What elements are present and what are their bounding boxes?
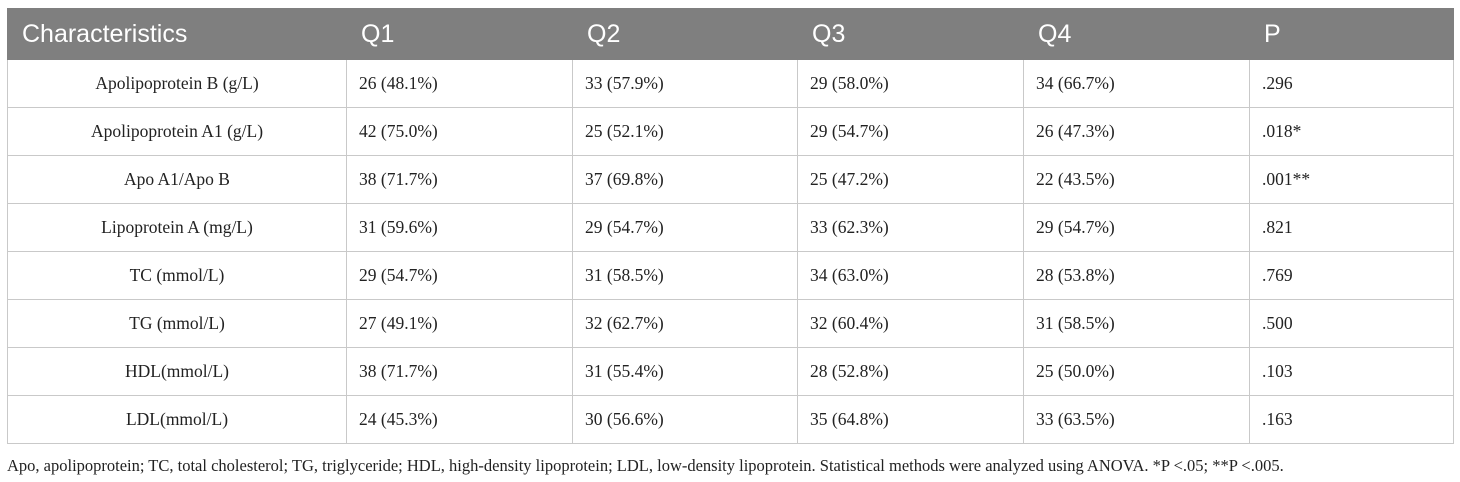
cell-q2: 37 (69.8%) xyxy=(572,155,798,204)
table-row: TG (mmol/L) 27 (49.1%) 32 (62.7%) 32 (60… xyxy=(7,299,1454,348)
cell-q3: 29 (58.0%) xyxy=(797,59,1024,108)
row-label: Apo A1/Apo B xyxy=(7,155,347,204)
table-row: LDL(mmol/L) 24 (45.3%) 30 (56.6%) 35 (64… xyxy=(7,395,1454,444)
row-label: TG (mmol/L) xyxy=(7,299,347,348)
table-row: Apolipoprotein A1 (g/L) 42 (75.0%) 25 (5… xyxy=(7,107,1454,156)
data-table-container: Characteristics Q1 Q2 Q3 Q4 P Apolipopro… xyxy=(7,8,1454,444)
cell-q3: 32 (60.4%) xyxy=(797,299,1024,348)
table-header: Characteristics Q1 Q2 Q3 Q4 P xyxy=(7,8,1454,60)
row-label: Apolipoprotein B (g/L) xyxy=(7,59,347,108)
cell-p: .018* xyxy=(1249,107,1454,156)
cell-q2: 25 (52.1%) xyxy=(572,107,798,156)
row-label: Apolipoprotein A1 (g/L) xyxy=(7,107,347,156)
table-row: Lipoprotein A (mg/L) 31 (59.6%) 29 (54.7… xyxy=(7,203,1454,252)
cell-q2: 31 (58.5%) xyxy=(572,251,798,300)
cell-q1: 38 (71.7%) xyxy=(346,347,573,396)
cell-q4: 33 (63.5%) xyxy=(1023,395,1250,444)
cell-q3: 25 (47.2%) xyxy=(797,155,1024,204)
cell-q1: 27 (49.1%) xyxy=(346,299,573,348)
cell-q4: 26 (47.3%) xyxy=(1023,107,1250,156)
cell-q2: 33 (57.9%) xyxy=(572,59,798,108)
cell-p: .769 xyxy=(1249,251,1454,300)
table-row: TC (mmol/L) 29 (54.7%) 31 (58.5%) 34 (63… xyxy=(7,251,1454,300)
cell-q3: 34 (63.0%) xyxy=(797,251,1024,300)
cell-q4: 22 (43.5%) xyxy=(1023,155,1250,204)
table-body: Apolipoprotein B (g/L) 26 (48.1%) 33 (57… xyxy=(7,59,1454,444)
data-table: Characteristics Q1 Q2 Q3 Q4 P Apolipopro… xyxy=(7,8,1454,444)
cell-p: .001** xyxy=(1249,155,1454,204)
cell-q2: 32 (62.7%) xyxy=(572,299,798,348)
row-label: LDL(mmol/L) xyxy=(7,395,347,444)
header-q3: Q3 xyxy=(797,8,1024,60)
cell-p: .296 xyxy=(1249,59,1454,108)
row-label: TC (mmol/L) xyxy=(7,251,347,300)
table-row: Apolipoprotein B (g/L) 26 (48.1%) 33 (57… xyxy=(7,59,1454,108)
cell-q4: 29 (54.7%) xyxy=(1023,203,1250,252)
cell-q4: 31 (58.5%) xyxy=(1023,299,1250,348)
cell-q1: 26 (48.1%) xyxy=(346,59,573,108)
row-label: HDL(mmol/L) xyxy=(7,347,347,396)
header-characteristics: Characteristics xyxy=(7,8,347,60)
row-label: Lipoprotein A (mg/L) xyxy=(7,203,347,252)
cell-q4: 34 (66.7%) xyxy=(1023,59,1250,108)
header-row: Characteristics Q1 Q2 Q3 Q4 P xyxy=(7,8,1454,60)
table-footnote: Apo, apolipoprotein; TC, total cholester… xyxy=(7,456,1284,475)
cell-q4: 25 (50.0%) xyxy=(1023,347,1250,396)
table-row: Apo A1/Apo B 38 (71.7%) 37 (69.8%) 25 (4… xyxy=(7,155,1454,204)
cell-q2: 31 (55.4%) xyxy=(572,347,798,396)
header-q1: Q1 xyxy=(346,8,573,60)
cell-q4: 28 (53.8%) xyxy=(1023,251,1250,300)
table-row: HDL(mmol/L) 38 (71.7%) 31 (55.4%) 28 (52… xyxy=(7,347,1454,396)
cell-p: .103 xyxy=(1249,347,1454,396)
cell-q3: 28 (52.8%) xyxy=(797,347,1024,396)
cell-q2: 29 (54.7%) xyxy=(572,203,798,252)
cell-p: .500 xyxy=(1249,299,1454,348)
cell-q3: 29 (54.7%) xyxy=(797,107,1024,156)
cell-q1: 38 (71.7%) xyxy=(346,155,573,204)
cell-q2: 30 (56.6%) xyxy=(572,395,798,444)
header-q2: Q2 xyxy=(572,8,798,60)
cell-q3: 35 (64.8%) xyxy=(797,395,1024,444)
header-p: P xyxy=(1249,8,1454,60)
cell-p: .821 xyxy=(1249,203,1454,252)
cell-p: .163 xyxy=(1249,395,1454,444)
cell-q1: 24 (45.3%) xyxy=(346,395,573,444)
cell-q1: 29 (54.7%) xyxy=(346,251,573,300)
cell-q3: 33 (62.3%) xyxy=(797,203,1024,252)
cell-q1: 31 (59.6%) xyxy=(346,203,573,252)
cell-q1: 42 (75.0%) xyxy=(346,107,573,156)
header-q4: Q4 xyxy=(1023,8,1250,60)
